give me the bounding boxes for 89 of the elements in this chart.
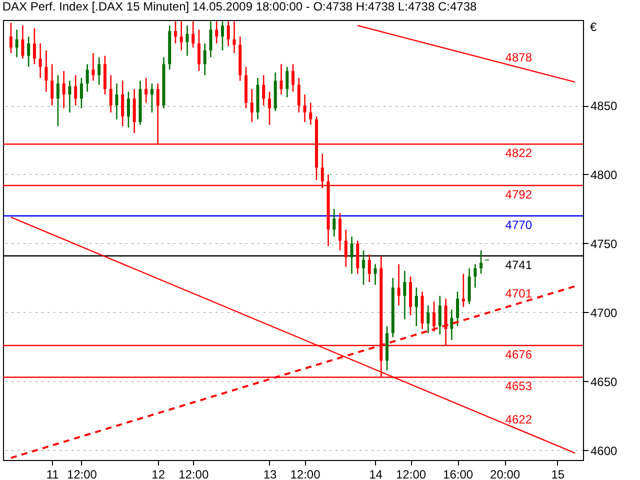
x-tick-label: 12:00: [396, 468, 426, 480]
candlestick: [268, 91, 271, 126]
ref-line-label: 4741: [505, 258, 532, 272]
ref-line-label: 4676: [505, 348, 532, 362]
x-tick-label: 12:00: [178, 468, 209, 480]
x-tick-label: 13: [263, 468, 277, 480]
candlestick: [109, 74, 112, 114]
candlestick: [332, 208, 336, 238]
candlestick: [374, 263, 377, 286]
candlestick: [250, 88, 254, 123]
ref-line-label: 4653: [505, 379, 532, 394]
candlestick: [414, 286, 418, 327]
candlestick: [197, 29, 200, 72]
y-tick-label: 4700: [590, 306, 618, 320]
candlestick: [338, 212, 342, 251]
x-tick-label: 12: [152, 468, 166, 480]
y-tick-label: 4850: [590, 99, 618, 114]
candlestick: [456, 291, 460, 327]
candlestick: [80, 77, 83, 109]
x-tick-label: 11: [46, 468, 60, 480]
y-tick-label: 4600: [590, 444, 618, 458]
candlestick: [262, 74, 266, 106]
y-tick-label: 4800: [590, 168, 618, 182]
candlestick: [150, 82, 154, 114]
series-label: 4878: [505, 50, 532, 64]
x-tick-label: 20:00: [490, 468, 520, 480]
candlestick: [62, 70, 66, 109]
x-tick-label: 16:00: [443, 468, 474, 480]
candlestick: [98, 56, 101, 86]
candlestick: [56, 74, 60, 127]
candlestick: [174, 20, 177, 44]
candlestick: [186, 24, 189, 57]
candlestick: [209, 20, 212, 58]
candlestick: [426, 304, 430, 334]
series-label: 4622: [505, 412, 532, 427]
candlestick: [180, 20, 183, 51]
candlestick: [92, 52, 95, 82]
candlestick: [215, 20, 218, 44]
candlestick: [68, 80, 72, 114]
candlestick: [286, 66, 289, 98]
candlestick: [121, 80, 124, 127]
candlestick: [297, 77, 300, 114]
x-tick-label: 14: [369, 468, 383, 480]
candlestick: [38, 42, 42, 79]
candlestick: [362, 250, 366, 286]
candlestick: [462, 273, 465, 308]
candlestick: [132, 88, 136, 134]
chart-title: DAX Perf. Index [.DAX 15 Minuten] 14.05.2009 18:00:00 - O:4738 H:4738 L:4738 C:4738: [2, 0, 477, 14]
candlestick: [226, 20, 230, 47]
candlestick: [220, 20, 224, 51]
x-tick-label: 15: [551, 468, 565, 480]
candlestick: [280, 63, 283, 96]
candlestick: [44, 50, 48, 92]
candlestick: [474, 263, 477, 288]
ref-line-label: 4822: [505, 146, 532, 160]
candlestick: [350, 236, 354, 274]
candlestick: [9, 22, 12, 54]
candlestick: [115, 82, 118, 120]
x-tick-label: 12:00: [66, 468, 98, 480]
candlestick: [403, 270, 406, 320]
x-tick-label: 12:00: [290, 468, 321, 480]
candlestick: [292, 63, 294, 92]
ref-line-label: 4770: [505, 218, 532, 232]
candlestick: [144, 77, 148, 104]
series-label: 4701: [505, 286, 532, 300]
candlestick: [344, 229, 348, 268]
candlestick: [232, 20, 236, 54]
candlestick: [438, 295, 442, 336]
candlestick: [368, 254, 371, 283]
y-tick-label: 4750: [590, 236, 618, 251]
y-tick-label: 4650: [590, 374, 618, 389]
candlestick: [32, 28, 36, 65]
candlestick: [15, 29, 18, 58]
candlestick: [86, 63, 89, 92]
candlestick: [74, 74, 78, 106]
candlestick: [432, 300, 436, 332]
ref-line-label: 4792: [505, 188, 532, 202]
candlestick: [126, 91, 130, 128]
y-axis-title: €: [590, 20, 597, 34]
candlestick: [309, 102, 312, 126]
candlestick: [192, 20, 195, 48]
candlestick: [397, 263, 400, 306]
candlestick: [480, 250, 483, 274]
candlestick: [21, 24, 24, 60]
candlestick: [450, 309, 454, 341]
candlestick: [303, 94, 306, 123]
candlestick: [50, 63, 54, 106]
candlestick: [27, 36, 30, 68]
candlestick: [203, 42, 206, 76]
